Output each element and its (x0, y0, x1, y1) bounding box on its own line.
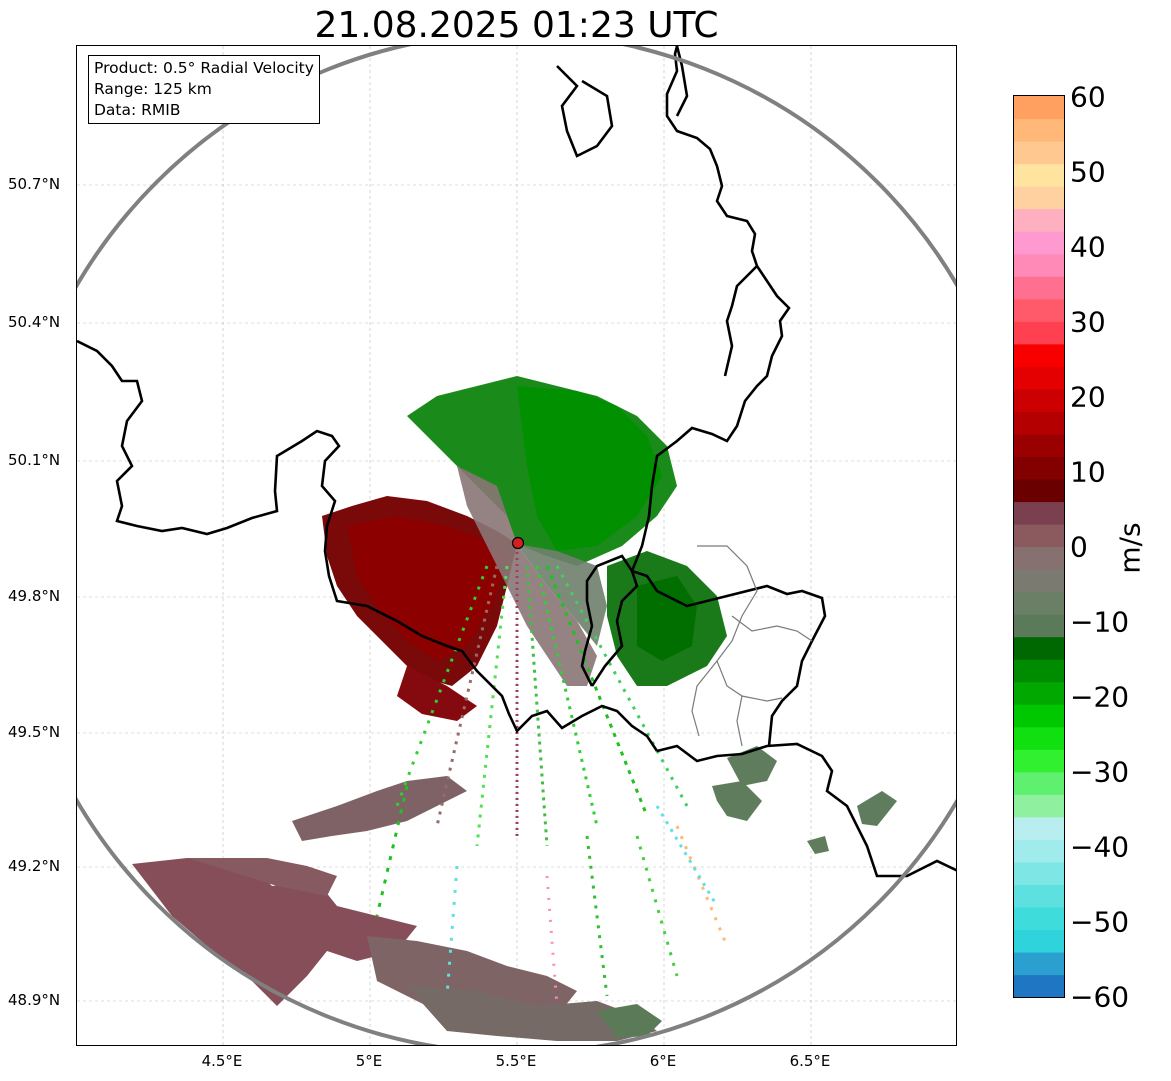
colorbar-segment (1014, 343, 1064, 367)
colorbar-segment (1014, 614, 1064, 638)
colorbar-segment (1014, 118, 1064, 142)
colorbar-tick-label: 60 (1070, 80, 1106, 114)
colorbar-unit-label: m/s (1113, 522, 1147, 574)
lat-tick-label: 49.2°N (8, 857, 61, 875)
colorbar-segment (1014, 388, 1064, 412)
colorbar-segment (1014, 951, 1064, 976)
lat-tick-label: 50.1°N (8, 451, 61, 469)
colorbar-frame (1013, 95, 1065, 998)
lat-tick-label: 49.5°N (8, 723, 61, 741)
colorbar-segment (1014, 433, 1064, 457)
colorbar-segment (1014, 163, 1064, 187)
colorbar-tick-label: −30 (1070, 755, 1130, 789)
echo-southwest (132, 776, 662, 1041)
colorbar-segment (1014, 366, 1064, 390)
colorbar-tick-label: 40 (1070, 230, 1106, 264)
colorbar-tick-label: 50 (1070, 155, 1106, 189)
lon-tick-label: 5.5°E (495, 1052, 537, 1070)
range-label: Range: 125 km (94, 80, 212, 98)
lat-tick-label: 50.4°N (8, 313, 61, 331)
colorbar-segment (1014, 861, 1064, 885)
colorbar-segment (1014, 253, 1064, 277)
colorbar-tick-label: −60 (1070, 980, 1130, 1014)
colorbar-segment (1014, 96, 1064, 120)
colorbar-tick-label: 30 (1070, 305, 1106, 339)
colorbar-tick-label: −50 (1070, 905, 1130, 939)
lat-tick-label: 49.8°N (8, 587, 61, 605)
colorbar-segment (1014, 816, 1064, 840)
colorbar-segment (1014, 974, 1064, 998)
colorbar-segment (1014, 884, 1064, 908)
colorbar-segment (1014, 794, 1064, 818)
map-title: 21.08.2025 01:23 UTC (314, 5, 719, 46)
colorbar-tick-label: 10 (1070, 455, 1106, 489)
colorbar-tick-label: 20 (1070, 380, 1106, 414)
colorbar-segment (1014, 411, 1064, 435)
colorbar-segment (1014, 501, 1064, 525)
colorbar-segment (1014, 321, 1064, 345)
colorbar-tick-label: −20 (1070, 680, 1130, 714)
colorbar-segment (1014, 906, 1064, 931)
colorbar-tick-label: 0 (1070, 530, 1088, 564)
product-label: Product: 0.5° Radial Velocity (94, 59, 314, 77)
colorbar-segment (1014, 276, 1064, 300)
colorbar-segment (1014, 546, 1064, 570)
colorbar-segment (1014, 231, 1064, 255)
colorbar-segment (1014, 636, 1064, 660)
colorbar-segment (1014, 208, 1064, 232)
data-source-label: Data: RMIB (94, 101, 181, 119)
colorbar-segment (1014, 141, 1064, 165)
colorbar-tick-label: −10 (1070, 605, 1130, 639)
colorbar-segment (1014, 771, 1064, 795)
radar-map-canvas (77, 46, 956, 1045)
radar-map[interactable] (76, 45, 957, 1046)
radar-site-marker[interactable] (511, 536, 525, 550)
colorbar-segment (1014, 681, 1064, 705)
colorbar-tick-label: −40 (1070, 830, 1130, 864)
colorbar-segment (1014, 478, 1064, 503)
lon-tick-label: 6.5°E (789, 1052, 831, 1070)
colorbar-segment (1014, 456, 1064, 480)
regional-borders (691, 545, 813, 747)
lat-tick-label: 48.9°N (8, 991, 61, 1009)
colorbar-segment (1014, 704, 1064, 728)
colorbar-segment (1014, 929, 1064, 953)
colorbar-segment (1014, 839, 1064, 863)
colorbar-segment (1014, 523, 1064, 548)
colorbar-segment (1014, 749, 1064, 773)
colorbar-segment (1014, 591, 1064, 615)
colorbar-segment (1014, 659, 1064, 683)
colorbar-segment (1014, 569, 1064, 593)
velocity-colorbar (1013, 95, 1065, 998)
product-info-box: Product: 0.5° Radial Velocity Range: 125… (88, 55, 320, 124)
colorbar-segment (1014, 298, 1064, 322)
lon-tick-label: 6°E (649, 1052, 677, 1070)
echo-central (322, 376, 727, 721)
echo-east (712, 746, 897, 854)
echo-streaks (375, 546, 729, 1007)
colorbar-segment (1014, 726, 1064, 750)
colorbar-segment (1014, 186, 1064, 210)
lon-tick-label: 4.5°E (201, 1052, 243, 1070)
lon-tick-label: 5°E (355, 1052, 383, 1070)
lat-tick-label: 50.7°N (8, 175, 61, 193)
national-borders (77, 46, 956, 878)
